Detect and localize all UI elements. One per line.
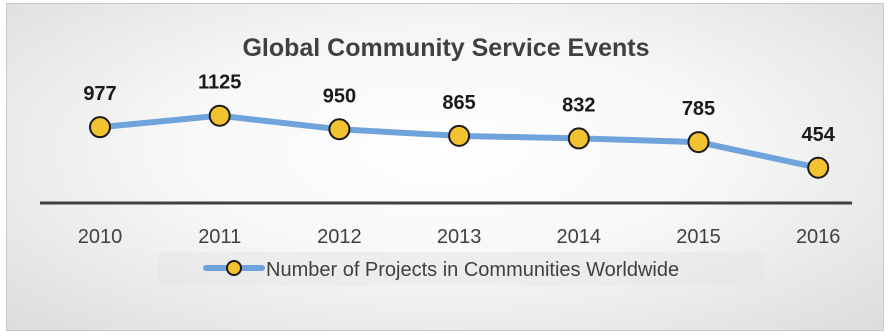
- data-label: 950: [323, 85, 356, 107]
- x-tick-label: 2010: [78, 226, 123, 248]
- data-point-marker: [208, 104, 231, 127]
- data-point-marker: [328, 118, 351, 141]
- x-tick-label: 2012: [317, 226, 362, 248]
- x-tick-label: 2013: [437, 226, 482, 248]
- x-tick-label: 2011: [198, 226, 241, 248]
- data-point-marker: [687, 131, 710, 154]
- x-tick-label: 2014: [557, 226, 602, 248]
- data-label: 865: [442, 92, 475, 114]
- legend: Number of Projects in Communities Worldw…: [158, 252, 763, 285]
- data-label: 454: [802, 124, 836, 146]
- plot-area: 977 1125 950 865 832 785 454: [83, 72, 836, 179]
- legend-label: Number of Projects in Communities Worldw…: [266, 259, 679, 281]
- data-point-marker: [89, 116, 111, 139]
- data-label: 785: [682, 98, 715, 120]
- data-label: 832: [562, 94, 595, 116]
- x-tick-label: 2015: [676, 226, 721, 248]
- data-label: 1125: [198, 72, 241, 94]
- data-point-marker: [807, 156, 830, 179]
- data-label: 977: [83, 83, 116, 105]
- chart-title: Global Community Service Events: [242, 34, 649, 62]
- data-point-marker: [448, 124, 471, 147]
- x-axis: 2010 2011 2012 2013 2014 2015 2016: [78, 226, 841, 248]
- data-point-marker: [567, 127, 590, 150]
- legend-marker-swatch: [226, 260, 242, 276]
- x-tick-label: 2016: [796, 226, 841, 248]
